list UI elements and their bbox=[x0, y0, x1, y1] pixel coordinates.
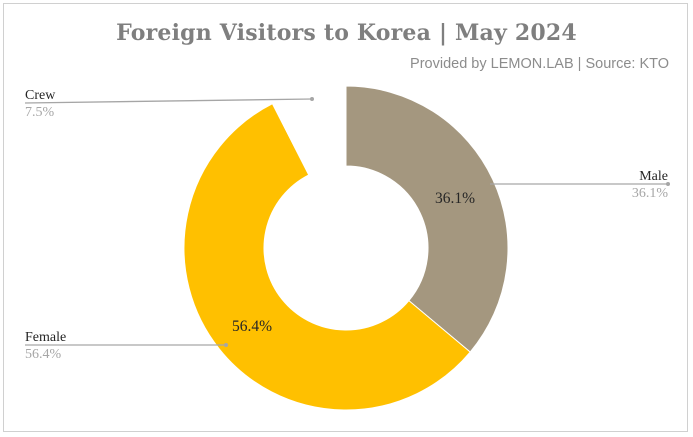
slice-labels: Male 36.1% 36.1% Female 56.4% 56.4% Crew 7.5% bbox=[25, 88, 668, 362]
chart-subtitle: Provided by LEMON.LAB | Source: KTO bbox=[410, 56, 669, 72]
leader-dot-female bbox=[224, 343, 228, 347]
data-label-male: 36.1% bbox=[435, 190, 475, 207]
slice-male bbox=[345, 85, 509, 353]
leader-line-crew bbox=[24, 98, 313, 104]
label-name-female: Female bbox=[25, 330, 66, 345]
leader-dot-male bbox=[666, 182, 670, 186]
slice-female bbox=[183, 102, 471, 411]
donut-slices bbox=[183, 85, 509, 411]
leader-dot-crew bbox=[310, 97, 314, 101]
slice-crew bbox=[271, 85, 347, 176]
label-value-male: 36.1% bbox=[632, 186, 669, 201]
data-label-female: 56.4% bbox=[232, 318, 272, 335]
label-value-female: 56.4% bbox=[25, 347, 62, 362]
label-name-male: Male bbox=[639, 169, 668, 184]
label-name-crew: Crew bbox=[25, 88, 56, 103]
leader-lines bbox=[24, 97, 670, 347]
label-value-crew: 7.5% bbox=[25, 105, 55, 120]
chart-title: Foreign Visitors to Korea | May 2024 bbox=[116, 20, 577, 46]
